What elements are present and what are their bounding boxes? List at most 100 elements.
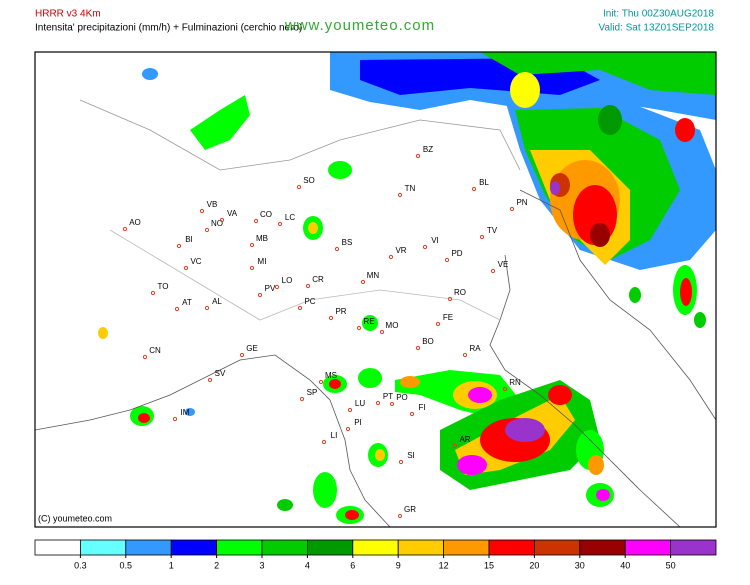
province-label: RA xyxy=(469,344,481,353)
province-label: MS xyxy=(325,371,337,380)
city-dot xyxy=(249,265,255,271)
province-label: CN xyxy=(149,346,161,355)
map-frame xyxy=(34,51,717,528)
subtitle: Intensita' precipitazioni (mm/h) + Fulmi… xyxy=(35,23,302,34)
legend-tick-label: 15 xyxy=(484,560,494,570)
province-label: AR xyxy=(459,435,470,444)
city-dot xyxy=(444,257,450,263)
city-dot xyxy=(345,426,351,432)
city-dot xyxy=(452,443,458,449)
init-time: Init: Thu 00Z30AUG2018 xyxy=(603,9,714,20)
legend-tick-label: 30 xyxy=(575,560,585,570)
legend-tick-label: 12 xyxy=(439,560,449,570)
city-dot xyxy=(176,243,182,249)
city-dot xyxy=(219,217,225,223)
legend-swatch xyxy=(306,539,354,556)
legend-tick-label: 50 xyxy=(666,560,676,570)
legend-swatch xyxy=(34,539,81,556)
legend-tick-label: 3 xyxy=(259,560,264,570)
province-label: PC xyxy=(304,297,315,306)
province-label: SP xyxy=(307,388,318,397)
province-label: PD xyxy=(451,249,462,258)
province-label: PN xyxy=(516,198,527,207)
province-label: PT xyxy=(383,392,393,401)
province-label: BI xyxy=(185,235,193,244)
city-dot xyxy=(321,439,327,445)
city-dot xyxy=(328,315,334,321)
map-area: AO BI VC NO VB VA CO LC SO MB MI LO PV CR PC BS BZ TN BL PN… xyxy=(34,51,717,528)
city-dot xyxy=(239,352,245,358)
province-label: GR xyxy=(404,505,416,514)
city-dot xyxy=(379,329,385,335)
province-label: MB xyxy=(256,234,268,243)
province-label: BZ xyxy=(423,145,433,154)
province-label: AT xyxy=(182,298,192,307)
legend-tick-label: 0.5 xyxy=(120,560,133,570)
legend-tick-label: 9 xyxy=(396,560,401,570)
legend-swatch xyxy=(80,539,127,556)
legend-swatch xyxy=(488,539,535,556)
province-label: AO xyxy=(129,218,141,227)
province-label: CR xyxy=(312,275,324,284)
city-dot xyxy=(183,265,189,271)
city-dot xyxy=(397,192,403,198)
province-label: PR xyxy=(335,307,346,316)
province-labels: AO BI VC NO VB VA CO LC SO MB MI LO PV CR PC BS BZ TN BL PN… xyxy=(122,145,528,519)
city-dot xyxy=(122,226,128,232)
legend-tick-label: 6 xyxy=(350,560,355,570)
province-label: RN xyxy=(509,378,521,387)
province-label: FE xyxy=(443,313,453,322)
legend-tick-label: 20 xyxy=(529,560,539,570)
legend-swatch xyxy=(670,539,717,556)
city-dot xyxy=(297,305,303,311)
legend-swatch xyxy=(261,539,308,556)
city-dot xyxy=(299,396,305,402)
city-dot xyxy=(347,407,353,413)
legend-swatch xyxy=(624,539,672,556)
legend-tick-label: 4 xyxy=(305,560,310,570)
legend-swatch xyxy=(579,539,626,556)
province-label: SV xyxy=(215,369,226,378)
city-dot xyxy=(415,345,421,351)
city-dot xyxy=(422,244,428,250)
province-label: LI xyxy=(331,431,338,440)
province-label: BS xyxy=(342,238,353,247)
model-label: HRRR v3 4Km xyxy=(35,9,101,20)
precipitation xyxy=(98,52,716,524)
legend-tick-label: 0.3 xyxy=(74,560,87,570)
legend-swatch xyxy=(443,539,490,556)
city-dot xyxy=(207,377,213,383)
legend-swatch xyxy=(352,539,399,556)
province-label: VR xyxy=(395,246,406,255)
city-dot xyxy=(142,354,148,360)
province-label: CO xyxy=(260,210,272,219)
province-label: MI xyxy=(258,257,267,266)
province-label: TN xyxy=(405,184,416,193)
city-dot xyxy=(502,386,508,392)
province-label: VE xyxy=(498,260,509,269)
province-label: AL xyxy=(212,297,222,306)
city-dot xyxy=(356,325,362,331)
city-dot xyxy=(447,296,453,302)
province-label: TV xyxy=(487,226,498,235)
province-label: VI xyxy=(431,236,439,245)
city-dot xyxy=(409,411,415,417)
province-label: BL xyxy=(479,178,489,187)
province-label: VB xyxy=(207,200,218,209)
copyright: (C) youmeteo.com xyxy=(38,513,112,523)
city-dot xyxy=(462,352,468,358)
legend-tick-label: 2 xyxy=(214,560,219,570)
province-label: LO xyxy=(282,276,293,285)
city-dot xyxy=(305,283,311,289)
city-dot xyxy=(389,401,395,407)
province-label: RE xyxy=(363,317,374,326)
city-dot xyxy=(360,279,366,285)
city-dot xyxy=(375,400,381,406)
site-name: www.youmeteo.com xyxy=(284,17,435,34)
borders xyxy=(35,99,716,527)
city-dot xyxy=(388,254,394,260)
valid-time: Valid: Sat 13Z01SEP2018 xyxy=(599,23,715,34)
province-label: SI xyxy=(407,451,415,460)
city-dot xyxy=(172,416,178,422)
